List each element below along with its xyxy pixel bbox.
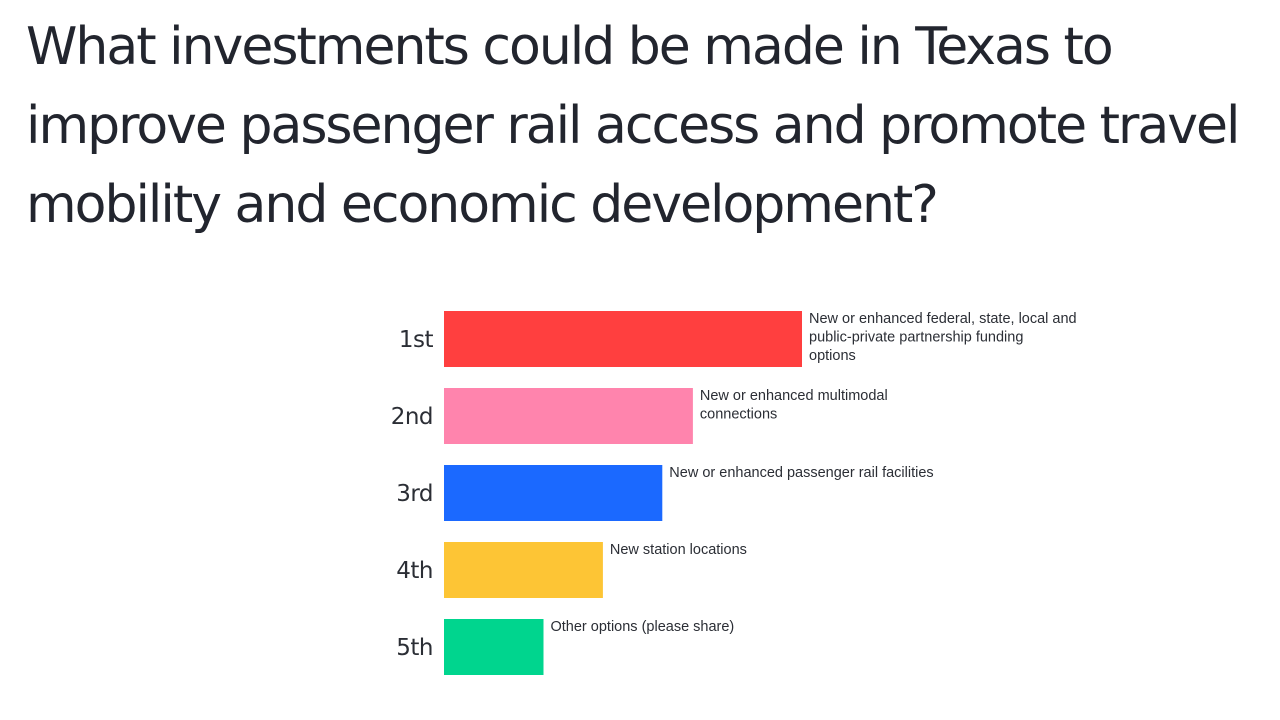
bar-1st [444,311,802,367]
bar-5th [444,619,544,675]
option-label-3rd-line-1: New or enhanced passenger rail facilitie… [669,465,933,481]
rank-label-3rd: 3rd [396,481,433,507]
bar-3rd [444,465,663,521]
question-title: What investments could be made in Texas … [26,17,1240,235]
option-label-1st-line-3: options [809,348,856,364]
rank-label-2nd: 2nd [391,404,433,430]
option-label-2nd-line-1: New or enhanced multimodal [700,388,888,404]
rank-label-4th: 4th [396,558,433,584]
option-label-1st-line-1: New or enhanced federal, state, local an… [809,311,1077,327]
option-label-1st-line-2: public-private partnership funding [809,330,1023,346]
bars-layer: 1st New or enhanced federal, state, local… [391,311,1077,675]
option-label-5th-line-1: Other options (please share) [551,619,735,635]
rank-label-1st: 1st [399,327,434,353]
option-label-2nd-line-2: connections [700,407,777,423]
bar-4th [444,542,603,598]
option-label-4th-line-1: New station locations [610,542,747,558]
bar-2nd [444,388,693,444]
rank-label-5th: 5th [396,635,433,661]
